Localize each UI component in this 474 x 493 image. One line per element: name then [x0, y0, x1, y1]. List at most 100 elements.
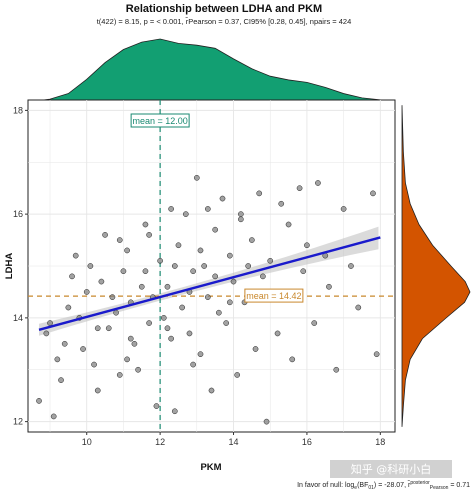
x-mean-label-box: mean = 12.00 — [130, 113, 190, 128]
data-point — [201, 263, 208, 269]
data-point — [54, 356, 61, 363]
data-point — [168, 335, 174, 342]
data-point — [116, 372, 123, 378]
x-axis-ticks: 10 12 14 16 18 — [82, 432, 385, 447]
data-point — [47, 320, 53, 326]
data-point — [120, 268, 127, 275]
data-point — [215, 309, 222, 316]
data-point — [135, 366, 141, 373]
x-density-curve — [35, 38, 392, 102]
watermark-text: 知乎 @科研小白 — [351, 462, 432, 476]
data-point — [278, 200, 285, 207]
data-point — [274, 330, 281, 337]
data-point — [102, 232, 108, 238]
data-point — [116, 237, 123, 243]
data-point — [333, 366, 340, 373]
data-point — [109, 294, 116, 300]
data-point — [355, 304, 362, 311]
data-point — [252, 346, 259, 352]
data-point — [219, 195, 226, 202]
data-point — [227, 252, 233, 259]
data-point — [164, 283, 171, 290]
data-point — [179, 304, 185, 311]
regression-line — [38, 236, 381, 331]
data-point — [315, 180, 321, 186]
data-point — [153, 403, 160, 409]
data-point — [245, 263, 252, 269]
data-point — [373, 351, 380, 358]
data-point — [249, 237, 255, 243]
data-point — [36, 398, 42, 404]
data-point — [43, 330, 50, 337]
data-point — [83, 289, 90, 295]
data-point — [223, 320, 230, 326]
data-point — [91, 361, 97, 368]
data-point — [182, 211, 189, 217]
data-point — [142, 268, 149, 275]
data-point — [171, 408, 178, 415]
data-point — [124, 356, 130, 363]
data-point — [98, 278, 105, 285]
x-axis-label: PKM — [200, 462, 221, 473]
data-point — [105, 325, 112, 332]
y-tick-label: 16 — [13, 209, 23, 219]
confidence-band — [39, 226, 379, 336]
data-point — [186, 330, 193, 337]
data-point — [340, 206, 347, 212]
data-point — [289, 356, 296, 363]
data-point — [197, 247, 204, 254]
data-point — [142, 221, 149, 228]
data-point — [138, 283, 145, 290]
data-point — [304, 242, 310, 249]
data-point — [87, 263, 94, 269]
plot-panel: mean = 12.00 mean = 14.42 — [27, 99, 396, 433]
data-point — [69, 273, 75, 280]
data-point — [326, 283, 332, 290]
data-point — [212, 226, 219, 233]
data-point — [94, 325, 101, 332]
data-point — [146, 232, 152, 238]
data-point — [370, 190, 376, 197]
data-point — [127, 335, 134, 342]
x-mean-label: mean = 12.00 — [132, 116, 187, 126]
data-point — [146, 320, 152, 326]
data-point — [50, 413, 57, 420]
data-point — [208, 387, 215, 394]
data-point — [260, 273, 266, 280]
data-point — [227, 299, 233, 306]
x-tick-label: 16 — [302, 437, 312, 447]
bayes-factor-caption: In favor of null: loge(BF01) = -28.07, r… — [297, 480, 470, 491]
data-point — [190, 361, 196, 368]
data-point — [230, 278, 237, 285]
data-point — [94, 387, 101, 394]
data-point — [175, 242, 182, 249]
y-mean-label: mean = 14.42 — [246, 291, 301, 301]
data-point — [348, 263, 354, 269]
data-point — [238, 211, 244, 217]
data-point — [204, 206, 211, 212]
x-tick-label: 10 — [82, 437, 92, 447]
data-point — [113, 309, 119, 316]
data-point — [234, 372, 241, 378]
data-point — [61, 340, 68, 347]
x-tick-label: 14 — [229, 437, 239, 447]
y-tick-label: 12 — [13, 417, 23, 427]
data-point — [157, 257, 163, 264]
data-point — [72, 252, 79, 259]
data-point — [65, 304, 72, 311]
x-tick-label: 12 — [155, 437, 165, 447]
y-density-curve — [401, 105, 471, 427]
data-point — [256, 190, 263, 197]
x-tick-label: 18 — [375, 437, 385, 447]
y-tick-label: 18 — [13, 105, 23, 115]
data-point — [160, 315, 167, 321]
data-point — [80, 346, 86, 352]
watermark: 知乎 @科研小白 — [330, 460, 452, 478]
data-point — [311, 320, 318, 326]
y-tick-label: 14 — [13, 313, 23, 323]
data-point — [131, 340, 138, 347]
scatter-points — [36, 174, 380, 425]
data-point — [296, 185, 303, 192]
data-point — [124, 247, 130, 254]
